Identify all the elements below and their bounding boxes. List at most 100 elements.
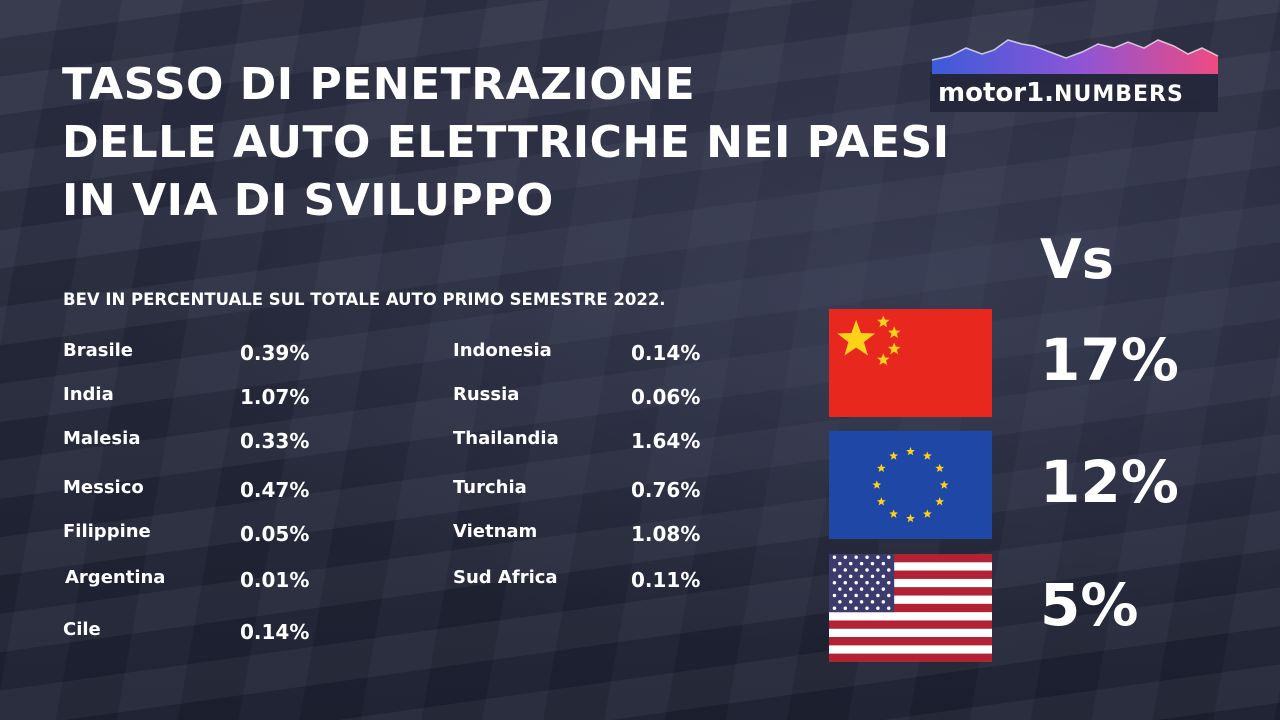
usa-flag-star	[865, 593, 869, 598]
country-label: Indonesia	[453, 340, 552, 361]
country-label: India	[63, 384, 114, 405]
eu-flag-star	[872, 480, 882, 489]
usa-flag-star	[859, 574, 864, 579]
usa-flag-star	[881, 561, 886, 566]
usa-flag-star	[832, 581, 837, 585]
usa-flag-star	[854, 581, 858, 585]
eu-flag-star	[876, 463, 886, 472]
usa-flag-star	[887, 555, 891, 559]
china-flag-small-star	[877, 353, 890, 365]
usa-flag-star	[887, 581, 891, 585]
percentage-value: 0.14%	[631, 341, 701, 365]
motor1-numbers-logo: motor1.NUMBERS	[930, 34, 1220, 112]
china-flag-small-star	[888, 326, 901, 338]
usa-flag-star	[832, 593, 837, 598]
usa-flag-star	[843, 581, 848, 585]
usa-flag-star	[859, 600, 864, 604]
usa-flag-star	[876, 555, 880, 559]
usa-flag-stripe	[829, 554, 992, 563]
china-flag-small-star	[877, 315, 890, 328]
usa-flag-star	[848, 561, 853, 566]
usa-flag-star	[848, 574, 853, 579]
usa-flag-star	[887, 606, 891, 610]
usa-flag-star	[876, 568, 880, 572]
country-table: Brasile 0.39% India 1.07% Malesia 0.33% Messic…	[0, 0, 800, 720]
usa-flag-star	[870, 587, 875, 591]
table-title: BEV IN PERCENTUALE SUL TOTALE AUTO PRIMO…	[63, 290, 666, 309]
percentage-value: 0.76%	[631, 478, 701, 502]
eu-flag-star	[935, 497, 945, 506]
usa-flag-star	[876, 593, 880, 598]
logo-brand-left: motor	[938, 78, 1027, 108]
eu-flag-star	[935, 463, 945, 472]
usa-flag-star	[859, 587, 864, 591]
percentage-value: 0.33%	[240, 429, 310, 453]
usa-flag-stripe	[829, 562, 992, 571]
usa-flag-star	[859, 561, 864, 566]
eu-flag-star	[889, 451, 899, 460]
title-line-1: TASSO DI PENETRAZIONE	[62, 59, 696, 110]
usa-flag-star	[832, 555, 837, 559]
title-line-3: IN VIA DI SVILUPPO	[62, 175, 554, 226]
usa-flag-star	[870, 574, 875, 579]
usa-flag-star	[854, 555, 858, 559]
usa-flag-star	[865, 568, 869, 572]
vs-label: Vs	[1040, 228, 1114, 291]
logo-wordmark: motor1.NUMBERS	[938, 78, 1184, 108]
usa-flag-stripe	[829, 578, 992, 588]
eu-flag	[829, 431, 992, 539]
page-title: TASSO DI PENETRAZIONE DELLE AUTO ELETTRI…	[62, 56, 950, 230]
percentage-value: 1.64%	[631, 429, 701, 453]
usa-flag-stripe	[829, 603, 992, 613]
country-label: Thailandia	[453, 428, 559, 449]
usa-flag-star	[865, 606, 869, 610]
usa-flag-star	[854, 568, 858, 572]
eu-flag-star	[906, 446, 915, 456]
usa-flag-star	[832, 606, 837, 610]
country-label: Sud Africa	[453, 567, 558, 588]
percentage-value: 1.08%	[631, 522, 701, 546]
usa-flag-star	[832, 568, 837, 572]
usa-flag-star	[838, 574, 842, 579]
country-label: Argentina	[65, 567, 166, 588]
percentage-value: 0.39%	[240, 341, 310, 365]
usa-flag-star	[876, 581, 880, 585]
usa-flag-stripe	[829, 653, 992, 662]
usa-flag	[829, 554, 992, 662]
logo-brand-right: NUMBERS	[1054, 82, 1184, 107]
percentage-value: 1.07%	[240, 385, 310, 409]
china-flag-small-star	[888, 342, 901, 355]
country-label: Cile	[63, 619, 101, 640]
usa-flag-star	[865, 581, 869, 585]
usa-flag-stripe	[829, 612, 992, 621]
country-label: Russia	[453, 384, 520, 405]
eu-percentage: 12%	[1040, 448, 1179, 516]
usa-flag-stripe	[829, 628, 992, 638]
usa-flag-stripe	[829, 645, 992, 654]
usa-flag-star	[838, 587, 842, 591]
usa-flag-star	[848, 587, 853, 591]
usa-flag-star	[870, 561, 875, 566]
usa-flag-star	[881, 600, 886, 604]
country-label: Brasile	[63, 340, 134, 361]
eu-flag-star	[889, 509, 899, 518]
eu-flag-star	[922, 509, 932, 518]
title-line-2: DELLE AUTO ELETTRICHE NEI PAESI	[62, 117, 950, 168]
country-label: Messico	[63, 477, 144, 498]
usa-flag-star	[881, 587, 886, 591]
usa-flag-star	[870, 600, 875, 604]
eu-flag-star	[922, 451, 932, 460]
country-label: Turchia	[453, 477, 527, 498]
usa-flag-star	[843, 555, 848, 559]
usa-flag-star	[838, 561, 842, 566]
china-flag-big-star	[837, 319, 876, 356]
usa-flag-star	[887, 568, 891, 572]
china-flag-field	[829, 309, 992, 417]
percentage-value: 0.14%	[240, 620, 310, 644]
country-label: Malesia	[63, 428, 141, 449]
eu-flag-star	[876, 497, 886, 506]
usa-flag-stripe	[829, 570, 992, 580]
percentage-value: 0.47%	[240, 478, 310, 502]
usa-flag-star	[876, 606, 880, 610]
usa-flag-star	[843, 593, 848, 598]
